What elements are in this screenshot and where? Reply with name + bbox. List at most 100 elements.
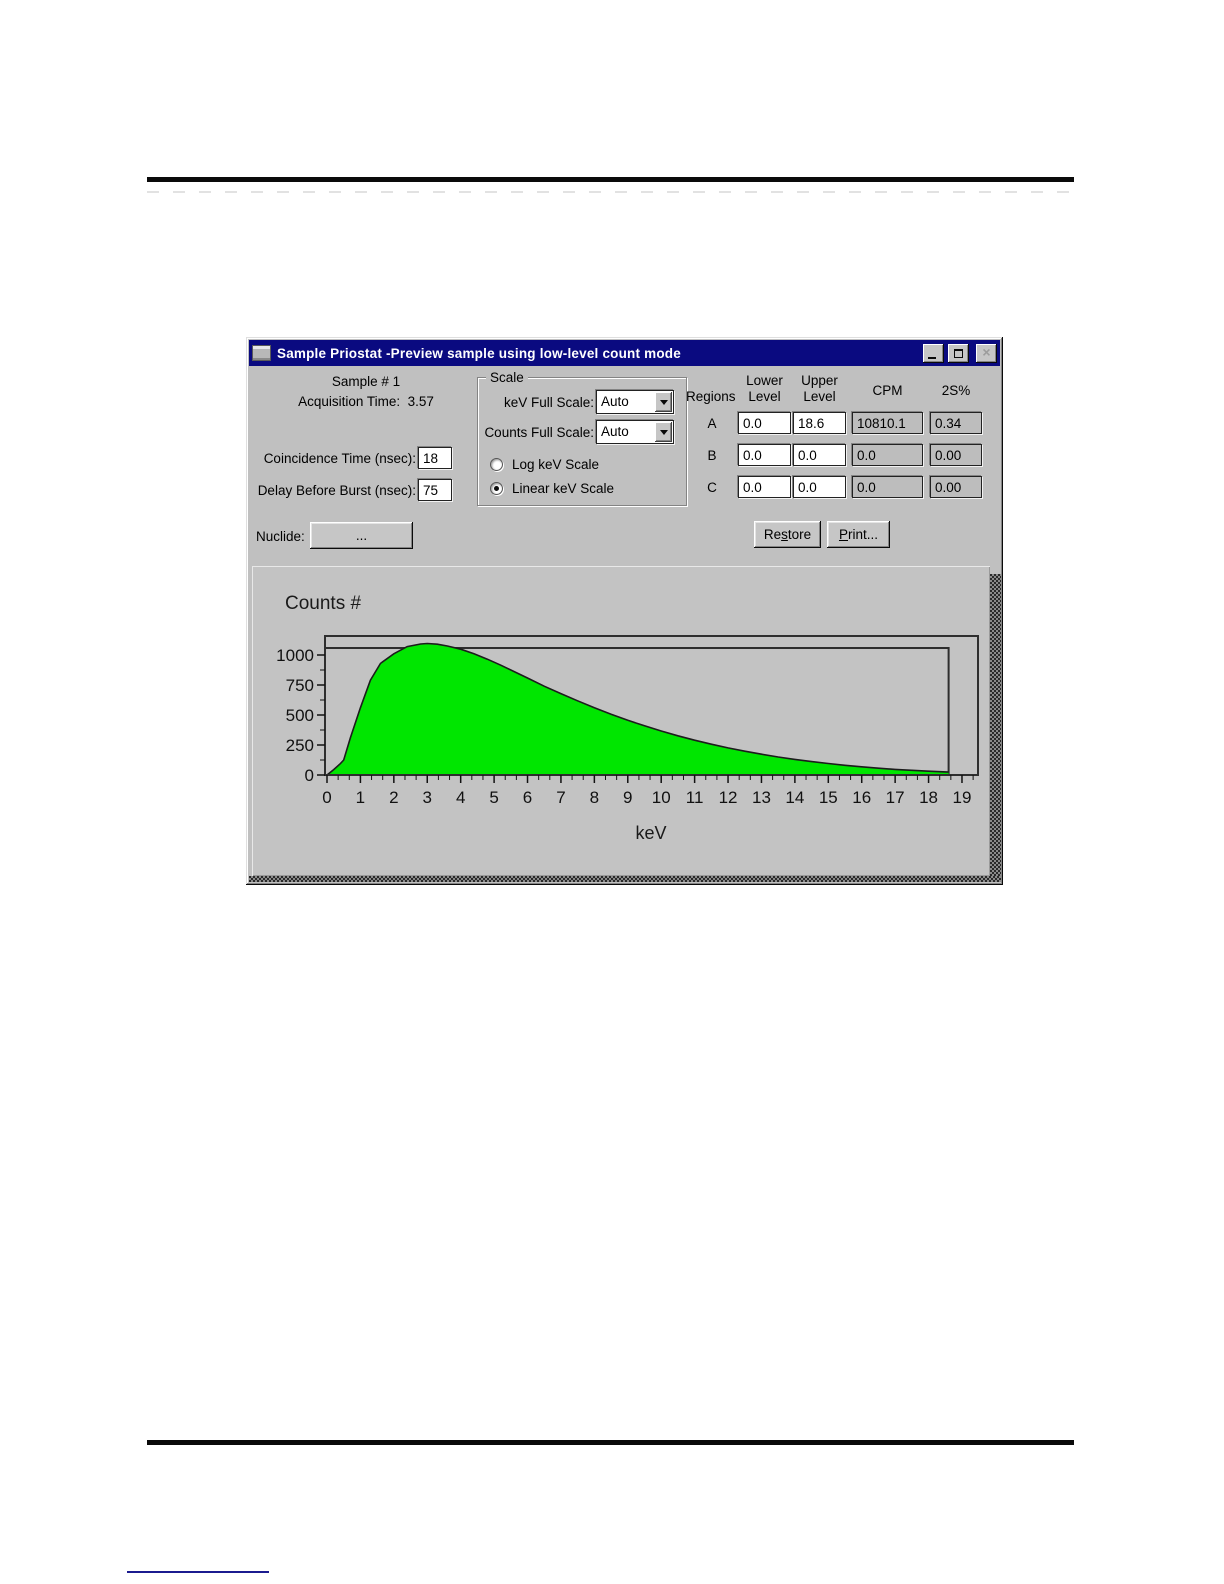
region-c-lower-input[interactable]	[738, 476, 791, 498]
svg-text:500: 500	[286, 706, 314, 725]
svg-text:6: 6	[523, 788, 532, 807]
scale-group-label: Scale	[486, 370, 528, 385]
counts-full-scale-label: Counts Full Scale:	[484, 425, 594, 440]
spectrum-panel: 0 250 500 750 1000 0 1 2 3 4 5 6 7 8 9 10 11 12 13 14 15 16 17…	[252, 566, 990, 876]
upper-level-header: Upper Level	[793, 373, 846, 405]
maximize-icon	[954, 348, 963, 358]
pct-header: 2S%	[941, 383, 971, 398]
region-b-label: B	[707, 448, 717, 463]
svg-text:7: 7	[556, 788, 565, 807]
region-b-lower-input[interactable]	[738, 444, 791, 466]
coincidence-time-label: Coincidence Time (nsec):	[263, 451, 416, 466]
delay-before-burst-label: Delay Before Burst (nsec):	[257, 483, 416, 498]
region-a-lower-input[interactable]	[738, 412, 791, 434]
svg-text:750: 750	[286, 676, 314, 695]
region-b-cpm-field: 0.0	[852, 444, 923, 466]
region-c-label: C	[707, 480, 717, 495]
svg-text:2: 2	[389, 788, 398, 807]
minimize-icon	[928, 356, 936, 359]
region-c-upper-input[interactable]	[793, 476, 846, 498]
svg-text:13: 13	[752, 788, 771, 807]
kev-full-scale-value: Auto	[601, 394, 629, 409]
header-rule	[147, 177, 1074, 182]
svg-text:250: 250	[286, 736, 314, 755]
radio-dot-icon	[494, 486, 499, 491]
window-title: Sample Priostat -Preview sample using lo…	[277, 345, 681, 361]
kev-full-scale-label: keV Full Scale:	[503, 395, 594, 410]
counts-combo-dropdown-button[interactable]	[655, 422, 672, 442]
svg-text:Counts #: Counts #	[285, 593, 361, 614]
svg-text:1: 1	[356, 788, 365, 807]
acquisition-time: Acquisition Time: 3.57	[261, 394, 471, 409]
lower-header-line2: Level	[748, 389, 781, 404]
chevron-down-icon	[659, 399, 668, 405]
scale-groupbox: Scale keV Full Scale: Auto Counts Full S…	[477, 370, 687, 506]
nuclide-label: Nuclide:	[256, 529, 305, 544]
coincidence-time-input[interactable]	[418, 447, 452, 469]
chevron-down-icon	[659, 429, 668, 435]
sample-number-label: Sample # 1	[331, 374, 401, 389]
titlebar[interactable]: Sample Priostat -Preview sample using lo…	[249, 340, 1000, 366]
regions-header: Regions	[686, 389, 736, 404]
svg-text:12: 12	[719, 788, 738, 807]
region-a-upper-input[interactable]	[793, 412, 846, 434]
svg-text:17: 17	[886, 788, 905, 807]
svg-text:16: 16	[852, 788, 871, 807]
svg-text:0: 0	[305, 766, 314, 785]
svg-text:19: 19	[953, 788, 972, 807]
acquisition-time-label: Acquisition Time:	[298, 394, 401, 409]
svg-text:18: 18	[919, 788, 938, 807]
header-dotted-rule	[147, 191, 1074, 193]
svg-text:8: 8	[590, 788, 599, 807]
region-c-pct-field: 0.00	[930, 476, 982, 498]
svg-text:4: 4	[456, 788, 465, 807]
svg-text:0: 0	[322, 788, 331, 807]
linear-kev-scale-radio[interactable]	[490, 482, 503, 495]
svg-text:3: 3	[423, 788, 432, 807]
svg-text:14: 14	[785, 788, 804, 807]
kev-combo-dropdown-button[interactable]	[655, 392, 672, 412]
counts-full-scale-value: Auto	[601, 424, 629, 439]
lower-header-line1: Lower	[746, 373, 783, 388]
nuclide-button[interactable]: ...	[310, 522, 413, 549]
linear-kev-scale-label: Linear keV Scale	[512, 481, 615, 496]
delay-before-burst-input[interactable]	[418, 479, 452, 501]
counts-full-scale-combobox[interactable]: Auto	[596, 420, 674, 444]
svg-text:5: 5	[489, 788, 498, 807]
lower-level-header: Lower Level	[738, 373, 791, 405]
print-button-label: Print...	[838, 527, 879, 542]
region-b-pct-field: 0.00	[930, 444, 982, 466]
print-button[interactable]: Print...	[827, 521, 890, 548]
upper-header-line1: Upper	[801, 373, 838, 388]
footer-link-line	[127, 1571, 269, 1573]
maximize-button[interactable]	[948, 343, 969, 363]
log-kev-scale-radio[interactable]	[490, 458, 503, 471]
priostat-window: Sample Priostat -Preview sample using lo…	[246, 337, 1003, 885]
region-c-cpm-field: 0.0	[852, 476, 923, 498]
svg-text:10: 10	[652, 788, 671, 807]
svg-text:keV: keV	[635, 823, 666, 843]
region-a-cpm-field: 10810.1	[852, 412, 923, 434]
region-b-upper-input[interactable]	[793, 444, 846, 466]
acquisition-time-value: 3.57	[407, 394, 434, 409]
svg-text:9: 9	[623, 788, 632, 807]
close-icon: ×	[982, 344, 991, 360]
restore-button-label: Restore	[763, 527, 812, 542]
restore-button[interactable]: Restore	[754, 521, 821, 548]
region-a-pct-field: 0.34	[930, 412, 982, 434]
panel-shadow-bottom	[249, 876, 1001, 882]
svg-text:1000: 1000	[276, 646, 314, 665]
upper-header-line2: Level	[803, 389, 836, 404]
svg-text:15: 15	[819, 788, 838, 807]
svg-text:11: 11	[686, 788, 704, 807]
region-a-label: A	[707, 416, 717, 431]
kev-full-scale-combobox[interactable]: Auto	[596, 390, 674, 414]
window-icon	[252, 345, 271, 361]
panel-shadow-right	[990, 574, 1001, 876]
minimize-button[interactable]	[923, 343, 944, 363]
footer-rule	[147, 1440, 1074, 1445]
log-kev-scale-label: Log keV Scale	[512, 457, 600, 472]
close-button[interactable]: ×	[976, 343, 997, 363]
cpm-header: CPM	[872, 383, 903, 398]
